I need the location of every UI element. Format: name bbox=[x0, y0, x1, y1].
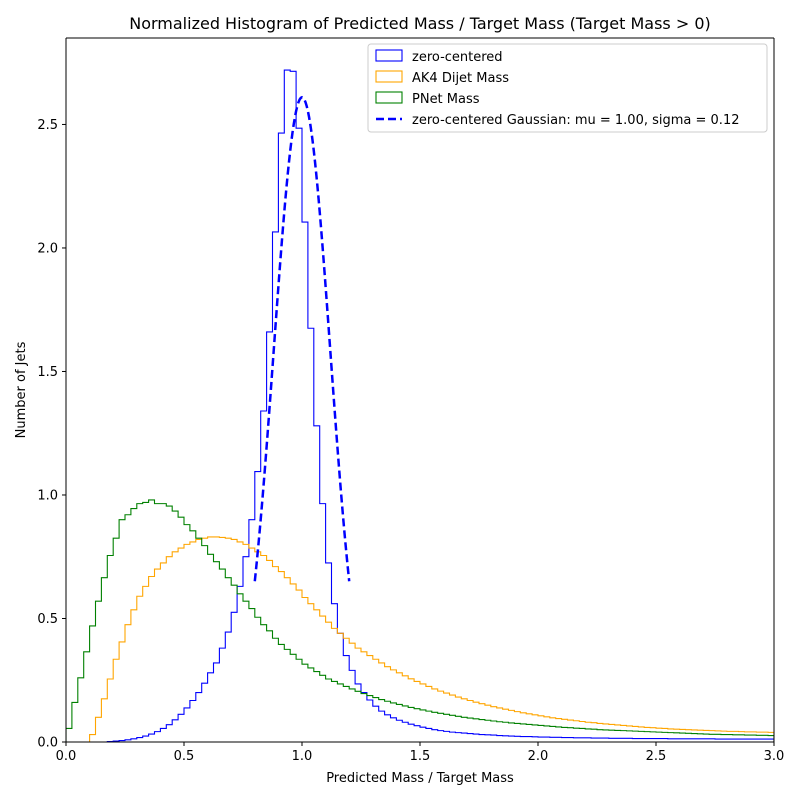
x-tick-label: 2.0 bbox=[528, 749, 549, 764]
legend-swatch bbox=[375, 70, 403, 83]
x-tick-label: 2.5 bbox=[646, 749, 667, 764]
legend-label: AK4 Dijet Mass bbox=[412, 71, 509, 86]
y-tick-label: 0.0 bbox=[37, 736, 58, 751]
y-tick-label: 0.5 bbox=[37, 612, 58, 627]
series-ak4-dijet-mass-step bbox=[66, 536, 774, 742]
legend-swatch bbox=[375, 49, 403, 62]
x-axis-label: Predicted Mass / Target Mass bbox=[326, 771, 514, 786]
legend-label: zero-centered Gaussian: mu = 1.00, sigma… bbox=[412, 113, 739, 128]
x-tick-label: 0.5 bbox=[174, 749, 195, 764]
y-tick-label: 2.0 bbox=[37, 241, 58, 256]
legend-box bbox=[367, 43, 768, 133]
legend: zero-centered AK4 Dijet Mass PNet Mass zero… bbox=[367, 43, 768, 133]
x-tick-label: 1.5 bbox=[410, 749, 431, 764]
y-tick-label: 1.0 bbox=[37, 488, 58, 503]
gaussian-fit-line bbox=[253, 95, 351, 582]
x-axis: 0.0 0.5 1.0 1.5 2.0 2.5 3.0 bbox=[56, 742, 785, 764]
x-tick-label: 0.0 bbox=[56, 749, 77, 764]
x-tick-label: 3.0 bbox=[764, 749, 785, 764]
series-pnet-mass-step bbox=[66, 499, 774, 742]
y-axis-label: Number of Jets bbox=[14, 341, 29, 438]
y-tick-label: 2.5 bbox=[37, 118, 58, 133]
legend-swatch bbox=[375, 91, 403, 104]
y-axis: 0.0 0.5 1.0 1.5 2.0 2.5 bbox=[37, 118, 66, 751]
series-zero-centered-step bbox=[66, 69, 774, 742]
x-tick-label: 1.0 bbox=[292, 749, 313, 764]
legend-label: PNet Mass bbox=[412, 92, 480, 107]
series-group bbox=[66, 69, 774, 742]
chart-title: Normalized Histogram of Predicted Mass /… bbox=[129, 14, 711, 33]
legend-label: zero-centered bbox=[412, 50, 503, 65]
y-tick-label: 1.5 bbox=[37, 365, 58, 380]
